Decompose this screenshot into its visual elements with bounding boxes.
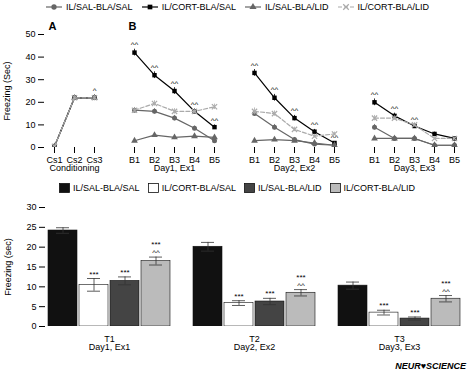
svg-text:***^^: ***^^ [441, 279, 450, 296]
svg-text:^^: ^^ [291, 106, 299, 115]
svg-text:Day3, Ex3: Day3, Ex3 [394, 163, 436, 173]
html-text:IL/SAL-BLA/SAL: IL/SAL-BLA/SAL [73, 182, 140, 193]
svg-text:A: A [49, 20, 57, 32]
svg-text:B5: B5 [449, 155, 460, 165]
svg-text:T3: T3 [394, 333, 405, 344]
svg-text:^: ^ [93, 86, 97, 95]
html-text:IL/CORT-BLA/SAL: IL/CORT-BLA/SAL [161, 1, 236, 12]
svg-text:***: *** [234, 292, 243, 301]
svg-text:B1: B1 [129, 155, 140, 165]
svg-text:Conditioning: Conditioning [49, 163, 99, 173]
svg-text:Day2, Ex2: Day2, Ex2 [234, 342, 276, 352]
svg-text:Freezing (sec): Freezing (sec) [3, 238, 13, 296]
svg-text:***: *** [379, 301, 388, 310]
svg-text:B2: B2 [269, 154, 280, 165]
svg-text:Day3, Ex3: Day3, Ex3 [379, 342, 421, 352]
svg-text:40: 40 [25, 52, 35, 62]
svg-text:50: 50 [25, 29, 35, 39]
svg-text:***^^: ***^^ [296, 273, 305, 290]
svg-text:^^: ^^ [171, 79, 179, 88]
svg-text:10: 10 [26, 282, 36, 292]
svg-text:10: 10 [25, 120, 35, 130]
svg-text:B5: B5 [209, 155, 220, 165]
svg-text:20: 20 [26, 242, 36, 252]
html-text:IL/CORT-BLA/SAL: IL/CORT-BLA/SAL [161, 182, 236, 193]
svg-text:***: *** [265, 289, 274, 298]
svg-text:Day1, Ex1: Day1, Ex1 [89, 342, 131, 352]
svg-text:^^: ^^ [311, 120, 319, 129]
svg-text:***: *** [410, 308, 419, 317]
svg-text:30: 30 [25, 75, 35, 85]
svg-text:***: *** [89, 270, 98, 279]
svg-text:B2: B2 [149, 154, 160, 165]
svg-text:^^: ^^ [131, 40, 139, 49]
svg-text:^^: ^^ [151, 63, 159, 72]
svg-text:^^: ^^ [211, 116, 219, 125]
svg-text:B1: B1 [249, 155, 260, 165]
html-text:IL/CORT-BLA/LID: IL/CORT-BLA/LID [343, 182, 415, 193]
svg-text:Day2, Ex2: Day2, Ex2 [274, 163, 316, 173]
html-text:IL/CORT-BLA/LID: IL/CORT-BLA/LID [357, 1, 429, 12]
svg-text:5: 5 [31, 302, 36, 312]
svg-text:B4: B4 [309, 154, 320, 165]
svg-text:B3: B3 [409, 154, 420, 165]
svg-text:Day1, Ex1: Day1, Ex1 [154, 163, 196, 173]
svg-text:0: 0 [30, 142, 35, 152]
svg-text:B3: B3 [289, 154, 300, 165]
svg-text:B: B [129, 20, 137, 32]
html-text:IL/SAL-BLA/LID: IL/SAL-BLA/LID [258, 182, 322, 193]
svg-text:B3: B3 [169, 154, 180, 165]
svg-text:^^: ^^ [371, 90, 379, 99]
svg-text:B1: B1 [369, 155, 380, 165]
svg-text:T2: T2 [249, 333, 260, 344]
svg-text:***: *** [120, 268, 129, 277]
svg-text:B4: B4 [429, 154, 440, 165]
svg-text:^^: ^^ [391, 104, 399, 113]
svg-text:B5: B5 [329, 155, 340, 165]
svg-text:^^: ^^ [191, 100, 199, 109]
html-text:Cs1 Cs2 Cs3: Cs1 Cs2 Cs3 [46, 154, 103, 165]
html-text:IL/SAL-BLA/LID: IL/SAL-BLA/LID [265, 1, 329, 12]
svg-text:20: 20 [25, 97, 35, 107]
svg-text:15: 15 [26, 262, 36, 272]
svg-text:30: 30 [26, 202, 36, 212]
html-text:NEUR♥SCIENCE: NEUR♥SCIENCE [395, 361, 466, 371]
html-text:IL/SAL-BLA/SAL: IL/SAL-BLA/SAL [66, 1, 133, 12]
svg-text:Freezing (Sec): Freezing (Sec) [2, 61, 12, 120]
svg-text:^^: ^^ [271, 85, 279, 94]
svg-text:B4: B4 [189, 154, 200, 165]
svg-text:***^^: ***^^ [151, 240, 160, 257]
svg-text:0: 0 [31, 321, 36, 331]
svg-text:^^: ^^ [251, 61, 259, 70]
svg-text:T1: T1 [104, 333, 115, 344]
svg-text:B2: B2 [389, 154, 400, 165]
svg-text:25: 25 [26, 222, 36, 232]
